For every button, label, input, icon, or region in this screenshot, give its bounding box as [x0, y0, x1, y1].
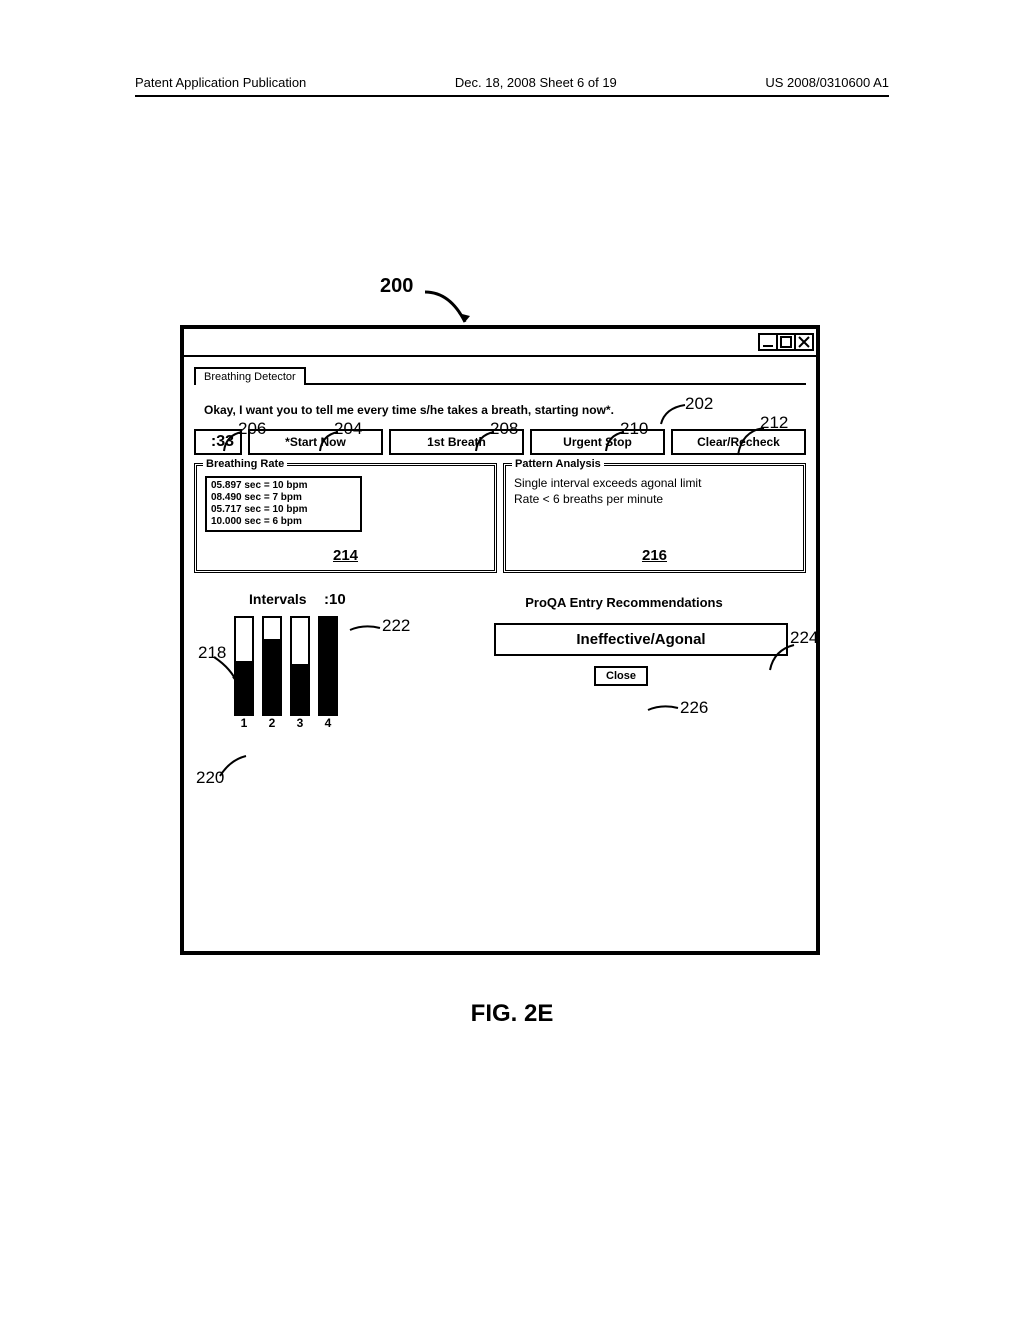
pattern-panel-ref: 216: [642, 547, 667, 564]
rate-line: 05.717 sec = 10 bpm: [211, 504, 356, 516]
date-sheet: Dec. 18, 2008 Sheet 6 of 19: [455, 75, 617, 90]
leader-icon: [210, 655, 244, 695]
leader-icon: [348, 622, 382, 636]
rate-readings: 05.897 sec = 10 bpm 08.490 sec = 7 bpm 0…: [205, 476, 362, 532]
leader-icon: [318, 429, 340, 453]
leader-icon: [768, 642, 796, 672]
pub-number: US 2008/0310600 A1: [765, 75, 889, 90]
rate-line: 08.490 sec = 7 bpm: [211, 492, 356, 504]
callout-220: 220: [196, 768, 224, 788]
callout-226: 226: [680, 698, 708, 718]
pattern-line2: Rate < 6 breaths per minute: [514, 492, 795, 508]
callout-text: 226: [680, 698, 708, 717]
recommendation-box: Ineffective/Agonal: [494, 623, 788, 656]
bar-x-label: 1: [234, 716, 254, 730]
callout-218: 218: [198, 643, 226, 663]
close-button[interactable]: Close: [594, 666, 648, 686]
header-rule: [135, 95, 889, 97]
callout-text: 202: [685, 394, 713, 413]
callout-text: 222: [382, 616, 410, 635]
pattern-legend: Pattern Analysis: [512, 458, 604, 470]
interval-bar: [318, 616, 338, 716]
callout-202: 202: [685, 394, 713, 414]
pattern-line1: Single interval exceeds agonal limit: [514, 476, 795, 492]
leader-icon: [604, 429, 626, 453]
figure-ref-200: 200: [380, 275, 413, 298]
lower-section: Intervals :10 1 2 3 4 ProQA Entry Recomm…: [194, 591, 806, 791]
titlebar: [184, 329, 816, 357]
callout-204: 204: [334, 419, 362, 439]
breathing-rate-panel: Breathing Rate 05.897 sec = 10 bpm 08.49…: [194, 463, 497, 573]
leader-icon: [218, 754, 248, 778]
interval-bar-chart: [234, 611, 338, 716]
rate-line: 05.897 sec = 10 bpm: [211, 480, 356, 492]
pattern-analysis-panel: Pattern Analysis Single interval exceeds…: [503, 463, 806, 573]
proqa-title: ProQA Entry Recommendations: [474, 595, 774, 610]
leader-icon: [659, 402, 689, 427]
minimize-button[interactable]: [758, 333, 778, 351]
maximize-button[interactable]: [776, 333, 796, 351]
callout-212: 212: [760, 413, 788, 433]
instruction-text: Okay, I want you to tell me every time s…: [204, 403, 806, 417]
pub-label: Patent Application Publication: [135, 75, 306, 90]
rate-legend: Breathing Rate: [203, 458, 287, 470]
rate-panel-ref: 214: [333, 547, 358, 564]
callout-210: 210: [620, 419, 648, 439]
page-header: Patent Application Publication Dec. 18, …: [135, 75, 889, 90]
close-window-button[interactable]: [794, 333, 814, 351]
tab-breathing-detector[interactable]: Breathing Detector: [194, 367, 306, 385]
leader-icon: [646, 702, 680, 716]
leader-icon: [474, 429, 496, 453]
start-now-button[interactable]: *Start Now: [248, 429, 383, 455]
callout-222: 222: [382, 616, 410, 636]
intervals-time: :10: [324, 591, 346, 608]
interval-bar: [290, 616, 310, 716]
intervals-label: Intervals: [249, 591, 307, 607]
interval-bar: [262, 616, 282, 716]
bar-x-label: 2: [262, 716, 282, 730]
leader-icon: [736, 425, 766, 457]
analysis-panels: Breathing Rate 05.897 sec = 10 bpm 08.49…: [194, 463, 806, 573]
callout-206: 206: [238, 419, 266, 439]
leader-icon: [222, 429, 244, 453]
rate-line: 10.000 sec = 6 bpm: [211, 516, 356, 528]
callout-224: 224: [790, 628, 818, 648]
bar-x-label: 4: [318, 716, 338, 730]
figure-label: FIG. 2E: [0, 1000, 1024, 1028]
bar-x-label: 3: [290, 716, 310, 730]
callout-208: 208: [490, 419, 518, 439]
